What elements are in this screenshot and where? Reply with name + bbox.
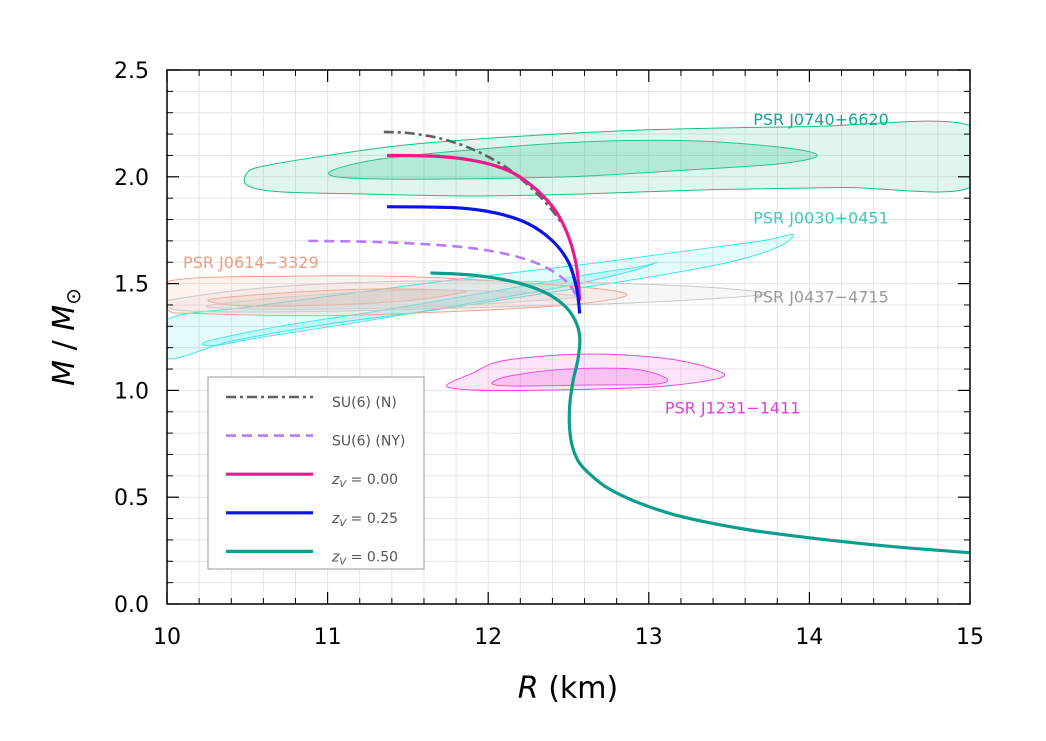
region-3-outer (167, 280, 767, 313)
y-tick-label: 1.0 (114, 379, 149, 404)
x-tick-label: 11 (314, 625, 342, 650)
pulsar-label: PSR J0614−3329 (183, 253, 319, 272)
y-tick-label: 0.0 (114, 593, 149, 618)
series-line-4 (430, 271, 970, 555)
pulsar-label: PSR J1231−1411 (665, 398, 801, 417)
x-tick-label: 10 (153, 625, 181, 650)
pulsar-label: PSR J0437−4715 (753, 287, 889, 306)
axis-ticks: 10 11 12 13 14 15 0.0 0.5 1.0 1.5 2.0 2.5 (114, 59, 984, 650)
region-0-inner (328, 139, 818, 180)
y-axis-label: M / M⊙ (47, 288, 85, 386)
plot-frame (166, 69, 971, 605)
region-3-inner (206, 289, 578, 310)
legend-label: zV = 0.25 (331, 511, 398, 529)
pulsar-label: PSR J0740+6620 (753, 110, 889, 129)
y-tick-label: 0.5 (114, 486, 149, 511)
eos-curves (308, 130, 970, 555)
series-line-2 (386, 153, 582, 301)
pulsar-regions (167, 120, 970, 391)
region-0-outer (243, 120, 970, 197)
region-2-inner (207, 288, 467, 307)
legend: SU(6) (N) SU(6) (NY) zV = 0.00 zV = 0.25 zV … (207, 376, 425, 570)
region-1-inner (202, 261, 658, 347)
legend-label: SU(6) (NY) (332, 434, 405, 450)
series-line-1 (308, 239, 581, 306)
x-axis-label: R (km) (518, 671, 618, 706)
legend-label: zV = 0.00 (331, 472, 398, 490)
x-tick-label: 12 (474, 625, 502, 650)
pulsar-labels: PSR J0740+6620 PSR J0030+0451 PSR J0614−33… (183, 110, 889, 417)
y-tick-label: 2.5 (114, 59, 149, 84)
grid (166, 69, 971, 605)
x-tick-label: 13 (635, 625, 663, 650)
series-line-0 (383, 130, 567, 229)
y-tick-label: 1.5 (114, 273, 149, 298)
legend-label: zV = 0.50 (331, 549, 398, 567)
series-line-3 (386, 205, 582, 314)
region-4-inner (491, 367, 669, 387)
region-4-outer (445, 353, 726, 391)
x-tick-label: 15 (956, 625, 984, 650)
y-tick-label: 2.0 (114, 166, 149, 191)
legend-label: SU(6) (N) (332, 395, 397, 411)
pulsar-label: PSR J0030+0451 (753, 208, 889, 227)
x-tick-label: 14 (795, 625, 823, 650)
region-1-outer (167, 233, 795, 360)
